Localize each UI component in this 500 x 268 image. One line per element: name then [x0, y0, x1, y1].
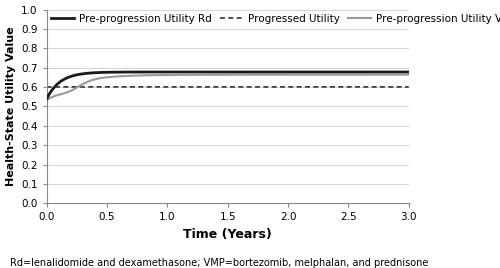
Pre-progression Utility VMP	[85, 80, 91, 83]
Pre-progression Utility Rd	[182, 70, 188, 74]
Pre-progression Utility Rd	[44, 97, 50, 100]
Y-axis label: Health-State Utility Value: Health-State Utility Value	[6, 27, 16, 186]
Pre-progression Utility VMP	[106, 75, 112, 79]
Progressed Utility	[198, 85, 204, 88]
Progressed Utility	[406, 85, 412, 88]
Pre-progression Utility VMP	[406, 73, 412, 76]
Pre-progression Utility VMP	[182, 73, 188, 76]
Pre-progression Utility VMP	[198, 73, 204, 76]
Line: Pre-progression Utility Rd: Pre-progression Utility Rd	[46, 72, 409, 99]
Pre-progression Utility Rd	[106, 71, 112, 74]
Pre-progression Utility Rd	[406, 70, 412, 74]
Pre-progression Utility Rd	[360, 70, 366, 74]
Pre-progression Utility VMP	[360, 73, 366, 76]
Progressed Utility	[182, 85, 188, 88]
Pre-progression Utility VMP	[398, 73, 404, 76]
Pre-progression Utility Rd	[398, 70, 404, 74]
Progressed Utility	[360, 85, 366, 88]
Pre-progression Utility VMP	[44, 99, 50, 102]
X-axis label: Time (Years): Time (Years)	[184, 228, 272, 241]
Legend: Pre-progression Utility Rd, Progressed Utility, Pre-progression Utility VMP: Pre-progression Utility Rd, Progressed U…	[48, 12, 500, 26]
Line: Pre-progression Utility VMP: Pre-progression Utility VMP	[46, 75, 409, 100]
Progressed Utility	[106, 85, 112, 88]
Progressed Utility	[44, 85, 50, 88]
Text: Rd=lenalidomide and dexamethasone; VMP=bortezomib, melphalan, and prednisone: Rd=lenalidomide and dexamethasone; VMP=b…	[10, 258, 428, 268]
Pre-progression Utility Rd	[198, 70, 204, 74]
Progressed Utility	[398, 85, 404, 88]
Progressed Utility	[85, 85, 91, 88]
Pre-progression Utility Rd	[85, 72, 91, 75]
